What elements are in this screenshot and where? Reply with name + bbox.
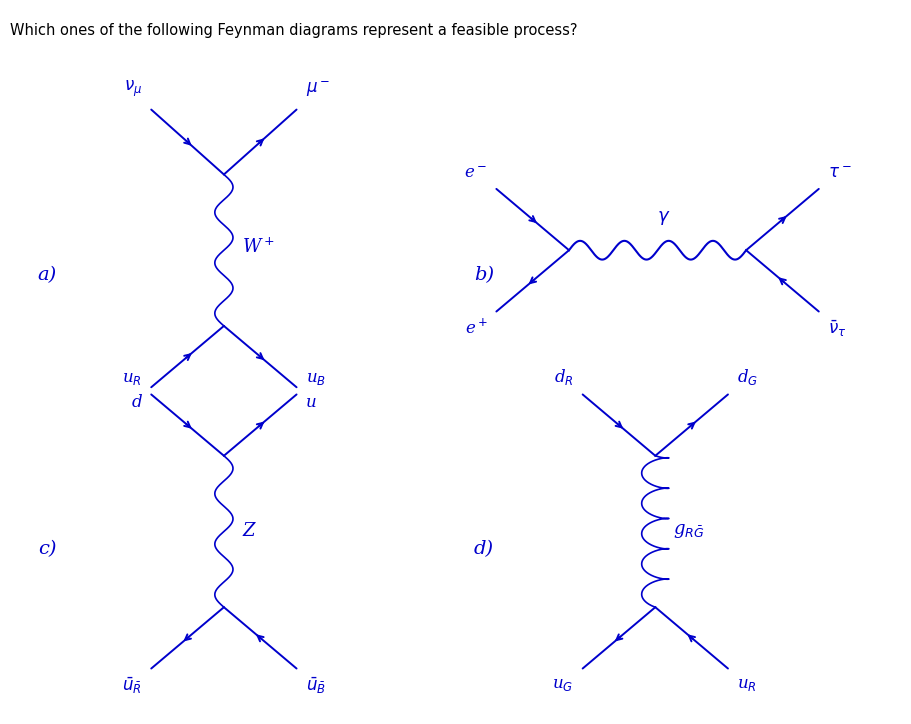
- Text: $\mu^-$: $\mu^-$: [306, 79, 330, 98]
- Text: $\nu_\mu$: $\nu_\mu$: [124, 78, 142, 98]
- Text: e$^+$: e$^+$: [465, 319, 487, 338]
- Text: $\bar{u}_{\bar{R}}$: $\bar{u}_{\bar{R}}$: [122, 675, 142, 696]
- Text: u$_R$: u$_R$: [737, 675, 757, 693]
- Text: u: u: [306, 395, 316, 411]
- Text: u$_G$: u$_G$: [552, 675, 574, 693]
- Text: g$_{R\bar{G}}$: g$_{R\bar{G}}$: [673, 523, 705, 541]
- Text: Which ones of the following Feynman diagrams represent a feasible process?: Which ones of the following Feynman diag…: [10, 23, 578, 38]
- Text: $\gamma$: $\gamma$: [657, 209, 670, 227]
- Text: $\bar{\nu}_\tau$: $\bar{\nu}_\tau$: [828, 319, 846, 339]
- Text: b): b): [474, 266, 494, 285]
- Text: a): a): [37, 266, 57, 285]
- Text: c): c): [37, 541, 56, 558]
- Text: Z: Z: [242, 523, 254, 541]
- Text: e$^-$: e$^-$: [465, 164, 487, 182]
- Text: u$_B$: u$_B$: [306, 370, 326, 387]
- Text: d): d): [474, 541, 494, 558]
- Text: d$_G$: d$_G$: [737, 367, 758, 387]
- Text: d: d: [131, 395, 142, 411]
- Text: u$_R$: u$_R$: [122, 370, 142, 387]
- Text: $\bar{u}_{\bar{B}}$: $\bar{u}_{\bar{B}}$: [306, 675, 325, 696]
- Text: d$_R$: d$_R$: [554, 367, 574, 387]
- Text: $\tau^-$: $\tau^-$: [828, 164, 852, 182]
- Text: W$^+$: W$^+$: [242, 237, 274, 256]
